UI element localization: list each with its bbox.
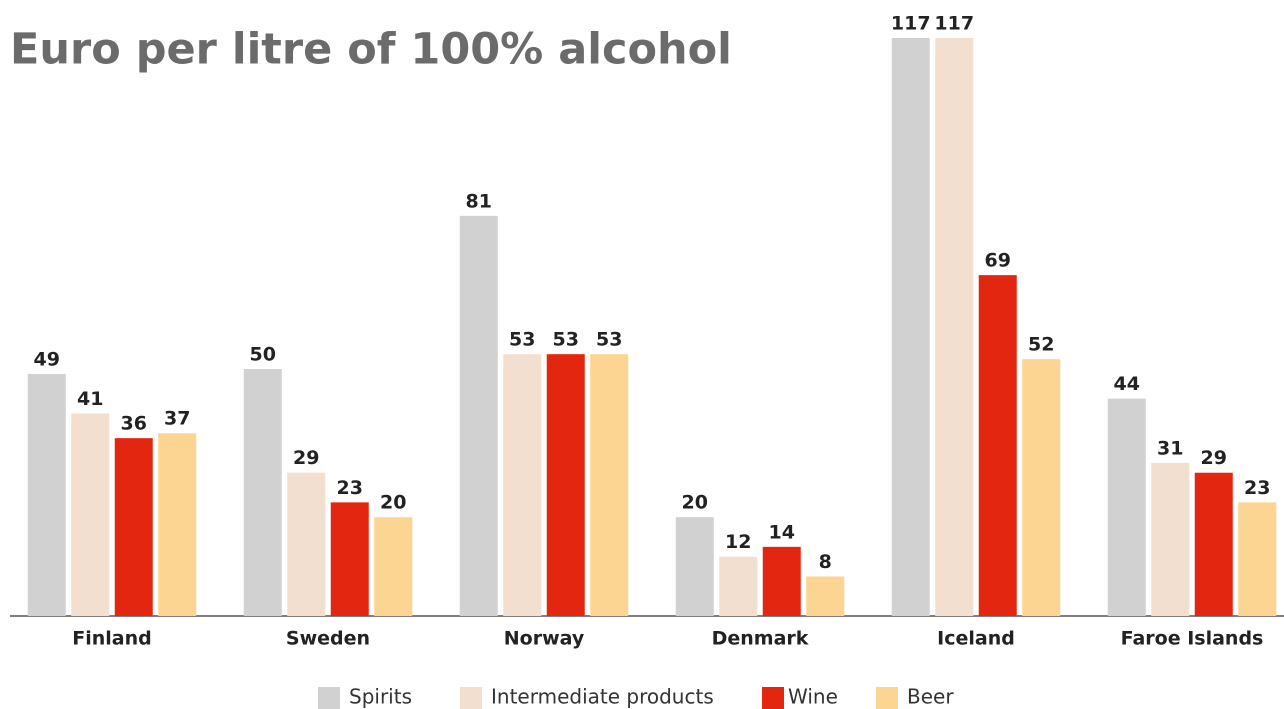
data-label: 29 — [293, 447, 319, 469]
bar — [330, 502, 369, 616]
bar — [978, 275, 1017, 616]
x-tick-label: Iceland — [937, 628, 1015, 650]
bar — [590, 354, 629, 616]
bar — [374, 517, 413, 616]
bar — [891, 38, 930, 616]
bar — [243, 368, 282, 616]
bar — [1194, 472, 1233, 616]
bar — [71, 413, 110, 616]
data-label: 29 — [1201, 447, 1227, 469]
data-label: 50 — [250, 343, 276, 365]
legend-label: Wine — [788, 685, 838, 709]
legend-swatch — [460, 687, 482, 709]
bar — [719, 556, 758, 616]
data-label: 49 — [34, 348, 60, 370]
legend-swatch — [762, 687, 784, 709]
bar — [287, 472, 326, 616]
x-tick-label: Faroe Islands — [1121, 628, 1264, 650]
bar — [935, 38, 974, 616]
data-label: 52 — [1028, 334, 1054, 356]
data-label: 36 — [121, 413, 147, 435]
x-tick-label: Sweden — [286, 628, 370, 650]
bar — [459, 215, 498, 616]
bar — [546, 354, 585, 616]
data-label: 53 — [596, 329, 622, 351]
data-label: 14 — [769, 521, 795, 543]
bar — [806, 576, 845, 616]
data-label: 53 — [553, 329, 579, 351]
bar — [158, 433, 197, 616]
data-label: 23 — [337, 477, 363, 499]
data-label: 117 — [934, 13, 974, 35]
legend-label: Intermediate products — [491, 685, 714, 709]
legend-label: Spirits — [349, 685, 412, 709]
data-label: 81 — [466, 190, 492, 212]
data-label: 117 — [891, 13, 931, 35]
data-label: 20 — [380, 492, 406, 514]
data-label: 41 — [77, 388, 103, 410]
bar — [762, 546, 801, 616]
data-label: 23 — [1244, 477, 1270, 499]
legend-label: Beer — [907, 685, 954, 709]
data-label: 20 — [682, 492, 708, 514]
bar — [114, 438, 153, 616]
bar — [1151, 462, 1190, 616]
data-label: 44 — [1114, 373, 1140, 395]
data-label: 31 — [1157, 437, 1183, 459]
legend-swatch — [318, 687, 340, 709]
data-label: 69 — [985, 250, 1011, 272]
bar — [503, 354, 542, 616]
bar — [675, 517, 714, 616]
legend-swatch — [876, 687, 898, 709]
data-label: 37 — [164, 408, 190, 430]
bar — [1107, 398, 1146, 616]
bar — [27, 373, 66, 616]
x-tick-label: Denmark — [712, 628, 809, 650]
bar — [1238, 502, 1277, 616]
data-label: 53 — [509, 329, 535, 351]
x-tick-label: Finland — [72, 628, 151, 650]
bar — [1022, 359, 1061, 616]
data-label: 8 — [819, 551, 832, 573]
data-label: 12 — [725, 531, 751, 553]
x-tick-label: Norway — [504, 628, 585, 650]
chart-title: Euro per litre of 100% alcohol — [10, 25, 732, 75]
